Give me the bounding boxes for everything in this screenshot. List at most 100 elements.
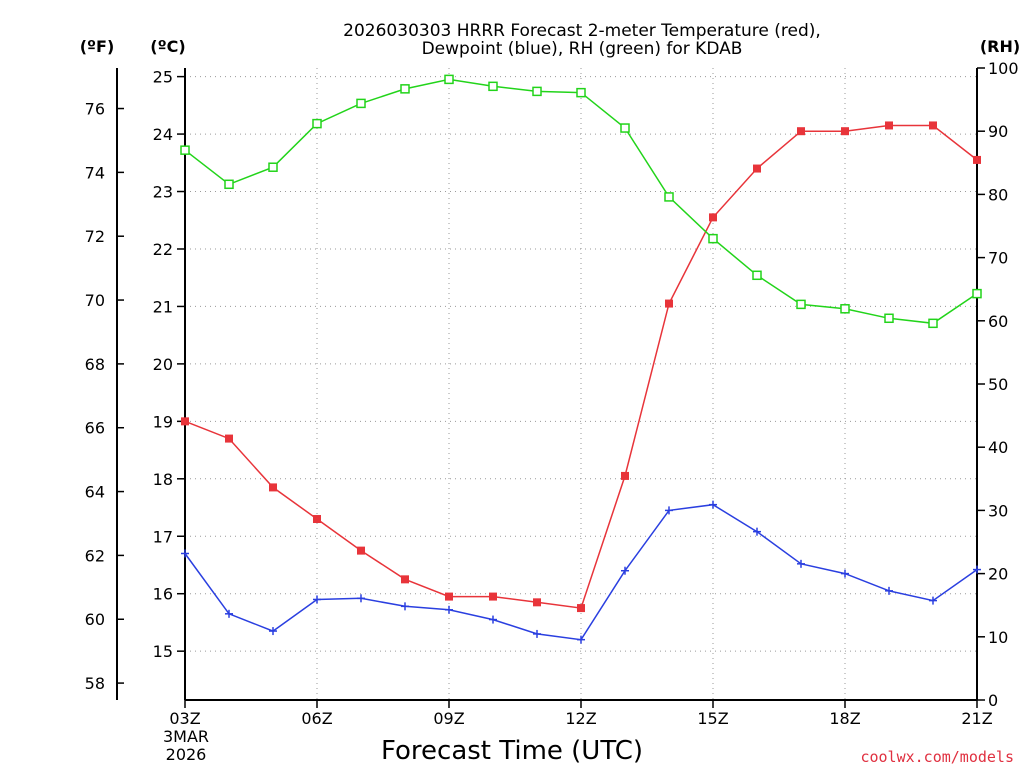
data-point-rh (796, 299, 806, 310)
x-tick-label: 09Z (433, 709, 464, 728)
rh-tick-label: 70 (988, 249, 1008, 268)
fahrenheit-tick-label: 74 (85, 163, 105, 182)
data-point-rh (356, 98, 366, 109)
date-label-month: 3MAR (163, 727, 209, 746)
data-point-dewpoint (357, 594, 365, 603)
data-point-2-meter-temperature (181, 417, 189, 426)
data-point-2-meter-temperature (885, 121, 893, 130)
data-point-dewpoint (401, 602, 409, 611)
data-point-rh (620, 123, 630, 133)
chart-title-line1: 2026030303 HRRR Forecast 2-meter Tempera… (343, 21, 821, 41)
x-tick-label: 12Z (565, 709, 596, 728)
celsius-tick-label: 22 (153, 240, 173, 259)
chart-series (180, 74, 982, 644)
series-line-rh (184, 78, 978, 325)
celsius-tick-label: 19 (153, 412, 173, 431)
fahrenheit-tick-label: 76 (85, 100, 105, 119)
celsius-tick-label: 20 (153, 355, 173, 374)
fahrenheit-unit-label: (ºF) (80, 37, 115, 56)
fahrenheit-tick-label: 60 (85, 610, 105, 629)
fahrenheit-tick-label: 70 (85, 291, 105, 310)
celsius-tick-label: 25 (153, 68, 173, 87)
x-tick-label: 06Z (301, 709, 332, 728)
data-point-2-meter-temperature (445, 592, 453, 601)
data-point-dewpoint (753, 527, 761, 536)
data-point-dewpoint (269, 627, 277, 636)
data-point-dewpoint (445, 605, 453, 614)
data-point-dewpoint (181, 549, 189, 558)
celsius-tick-label: 17 (153, 527, 173, 546)
celsius-tick-label: 16 (153, 585, 173, 604)
data-point-dewpoint (489, 615, 497, 624)
data-point-rh (488, 81, 498, 92)
data-point-2-meter-temperature (973, 155, 981, 164)
data-point-rh (312, 118, 322, 129)
series-dewpoint (181, 500, 981, 644)
date-label-year: 2026 (166, 745, 207, 764)
x-tick-label: 03Z (169, 709, 200, 728)
rh-unit-label: (RH) (980, 37, 1020, 56)
data-point-2-meter-temperature (577, 604, 585, 613)
rh-tick-label: 40 (988, 438, 1008, 457)
x-axis-label: Forecast Time (UTC) (381, 736, 643, 766)
data-point-2-meter-temperature (357, 546, 365, 555)
data-point-2-meter-temperature (621, 471, 629, 480)
data-point-rh (400, 84, 410, 94)
rh-tick-label: 60 (988, 312, 1008, 331)
data-point-rh (576, 87, 586, 98)
data-point-rh (884, 313, 894, 324)
celsius-tick-label: 15 (153, 642, 173, 661)
data-point-2-meter-temperature (225, 434, 233, 443)
data-point-dewpoint (313, 595, 321, 604)
data-point-rh (268, 162, 278, 172)
data-point-rh (532, 86, 542, 97)
rh-tick-label: 10 (988, 628, 1008, 647)
credit-text: coolwx.com/models (860, 748, 1014, 766)
celsius-tick-label: 24 (153, 125, 173, 144)
fahrenheit-tick-label: 64 (85, 483, 105, 502)
data-point-dewpoint (665, 506, 673, 515)
data-point-dewpoint (885, 586, 893, 595)
chart-title-line2: Dewpoint (blue), RH (green) for KDAB (422, 39, 743, 59)
data-point-2-meter-temperature (313, 515, 321, 524)
fahrenheit-tick-label: 68 (85, 355, 105, 374)
data-point-2-meter-temperature (665, 299, 673, 308)
celsius-tick-label: 23 (153, 183, 173, 202)
celsius-unit-label: (ºC) (150, 37, 185, 56)
data-point-dewpoint (621, 566, 629, 575)
chart-axes: 15 16 17 18 19 20 21 22 23 24 25 58 60 62 64 66 68 70 72 74… (85, 59, 1019, 728)
celsius-tick-label: 18 (153, 470, 173, 489)
series-line-dewpoint (184, 503, 978, 641)
data-point-dewpoint (929, 596, 937, 605)
data-point-rh (752, 270, 762, 281)
fahrenheit-tick-label: 72 (85, 227, 105, 246)
data-point-dewpoint (709, 500, 717, 509)
series-line-2-meter-temperature (184, 124, 978, 609)
data-point-dewpoint (577, 635, 585, 644)
data-point-2-meter-temperature (533, 598, 541, 607)
data-point-rh (664, 192, 674, 202)
series-rh (180, 74, 982, 329)
data-point-2-meter-temperature (489, 592, 497, 601)
rh-tick-label: 100 (988, 59, 1019, 78)
fahrenheit-tick-label: 66 (85, 419, 105, 438)
x-tick-label: 15Z (697, 709, 728, 728)
fahrenheit-tick-label: 62 (85, 546, 105, 565)
data-point-2-meter-temperature (841, 127, 849, 136)
x-tick-label: 21Z (961, 709, 992, 728)
x-tick-label: 18Z (829, 709, 860, 728)
rh-tick-label: 0 (988, 691, 998, 710)
rh-tick-label: 90 (988, 122, 1008, 141)
data-point-rh (708, 233, 718, 244)
data-point-rh (180, 145, 190, 155)
celsius-tick-label: 21 (153, 297, 173, 316)
data-point-2-meter-temperature (269, 483, 277, 492)
data-point-2-meter-temperature (401, 575, 409, 584)
data-point-2-meter-temperature (929, 121, 937, 130)
data-point-rh (224, 179, 234, 190)
data-point-dewpoint (225, 609, 233, 618)
data-point-2-meter-temperature (709, 213, 717, 222)
data-point-rh (972, 288, 982, 299)
data-point-dewpoint (533, 629, 541, 638)
